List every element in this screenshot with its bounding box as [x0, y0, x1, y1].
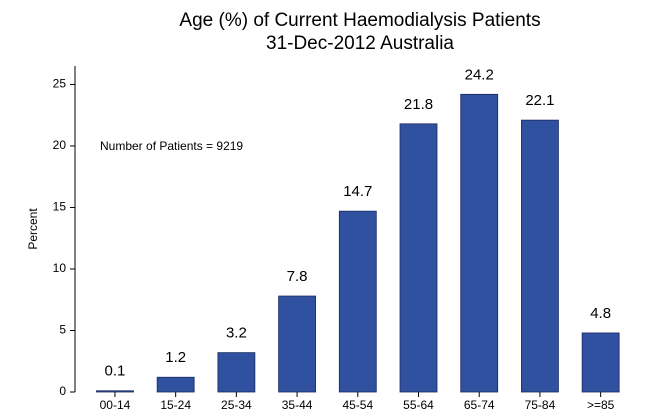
value-label: 4.8 [590, 305, 611, 322]
y-tick-label: 10 [53, 261, 67, 275]
x-tick-label: 00-14 [100, 398, 131, 412]
y-axis-label: Percent [26, 208, 40, 250]
x-tick-label: 35-44 [282, 398, 313, 412]
bar [460, 93, 499, 393]
bar [399, 123, 438, 393]
bar [338, 210, 377, 393]
chart-subtitle: 31-Dec-2012 Australia [266, 33, 454, 54]
x-tick-label: 15-24 [160, 398, 191, 412]
bar [156, 376, 195, 393]
bar [278, 295, 316, 393]
value-label: 1.2 [165, 349, 186, 366]
y-tick-label: 5 [59, 323, 66, 337]
bar [217, 352, 256, 393]
value-label: 22.1 [525, 92, 554, 109]
x-tick-label: 65-74 [464, 398, 495, 412]
bar [581, 332, 620, 393]
bar [96, 390, 134, 393]
x-tick-label: 75-84 [525, 398, 556, 412]
x-tick-label: 45-54 [342, 398, 373, 412]
value-label: 3.2 [226, 325, 247, 342]
value-label: 7.8 [287, 268, 308, 285]
annotation: Number of Patients = 9219 [100, 139, 243, 153]
chart-title: Age (%) of Current Haemodialysis Patient… [179, 10, 540, 31]
x-tick-label: 25-34 [221, 398, 252, 412]
bar [521, 119, 559, 393]
value-label: 0.1 [105, 363, 126, 380]
y-tick-label: 20 [53, 138, 67, 152]
value-label: 21.8 [404, 96, 433, 113]
x-tick-label: >=85 [587, 398, 615, 412]
value-label: 24.2 [465, 66, 494, 83]
y-tick-label: 25 [53, 77, 67, 91]
value-label: 14.7 [343, 183, 372, 200]
y-tick-label: 15 [53, 200, 67, 214]
x-tick-label: 55-64 [403, 398, 434, 412]
y-tick-label: 0 [59, 384, 66, 398]
